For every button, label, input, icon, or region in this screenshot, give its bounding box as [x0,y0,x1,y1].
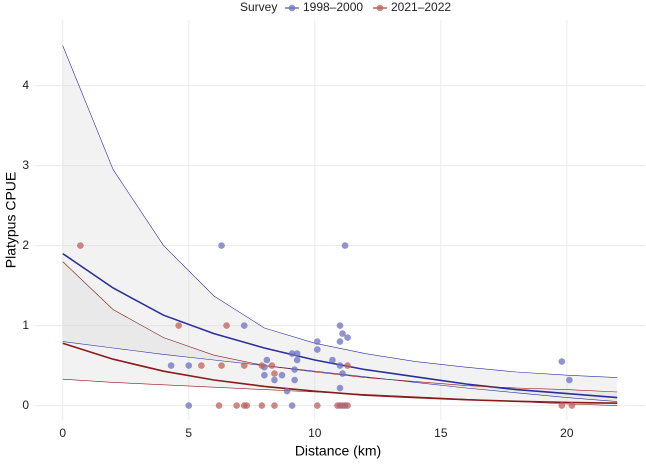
point [258,362,266,369]
point [558,358,566,365]
x-tick-label: 5 [185,426,192,440]
x-tick-label: 0 [59,426,66,440]
band-upper [62,45,618,378]
legend-label: 1998–2000 [303,0,363,14]
point [339,402,346,409]
point [558,402,566,409]
point [341,242,349,249]
point [223,322,230,329]
point [288,350,296,357]
legend-label: 2021–2022 [391,0,451,14]
x-tick-label: 15 [434,426,448,440]
point [314,338,321,345]
y-tick-label: 0 [22,398,29,412]
point [215,402,223,409]
point [218,242,225,249]
point [240,362,248,369]
point [336,322,344,329]
point [278,371,286,379]
point [334,402,341,409]
point [167,362,175,369]
x-axis-label: Distance (km) [295,443,381,459]
point [218,362,225,369]
point [258,402,266,409]
point [314,402,321,409]
point [233,402,240,409]
point [261,371,268,379]
point [344,334,351,341]
x-tick-label: 20 [560,426,574,440]
point [240,322,248,329]
y-axis-label: Platypus CPUE [3,172,19,268]
point [329,356,336,364]
point [185,362,193,369]
confidence-band [62,261,618,406]
point [336,338,344,345]
point [293,356,301,364]
confidence-band [62,45,618,402]
legend-key-point [288,4,296,12]
y-tick-label: 4 [22,78,29,92]
point [175,322,182,329]
point [291,376,298,384]
point [198,362,205,369]
point [283,387,291,395]
point [339,330,346,337]
point [271,370,278,377]
point [271,402,278,409]
point [185,402,193,409]
point [291,366,298,373]
point [288,402,296,409]
point [243,402,251,409]
point [339,370,346,377]
point [344,402,351,409]
y-tick-label: 2 [22,238,29,252]
legend-title: Survey [240,0,277,14]
point [293,350,301,357]
fit-line [62,342,618,404]
point [271,376,278,384]
point [344,362,351,369]
point [566,376,573,384]
point [263,356,271,364]
y-tick-label: 3 [22,158,29,172]
point [314,346,321,353]
y-tick-label: 1 [22,318,29,332]
x-tick-label: 10 [308,426,322,440]
point [268,362,276,369]
point [336,362,344,369]
point [77,242,84,249]
legend-key-point [376,4,384,12]
point [336,384,344,392]
point [568,402,576,409]
